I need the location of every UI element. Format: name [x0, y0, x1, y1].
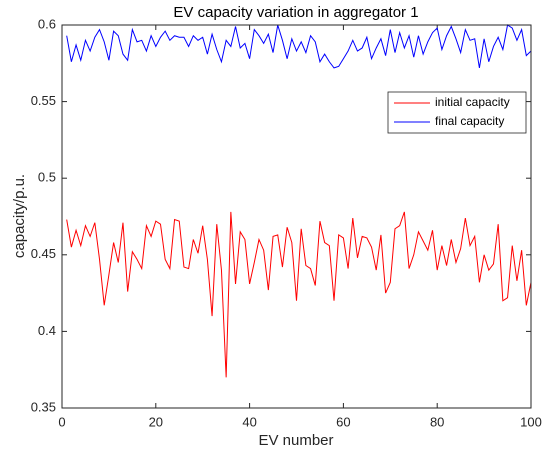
x-tick-label: 0: [58, 414, 65, 429]
y-tick-label: 0.6: [38, 16, 56, 31]
y-tick-label: 0.55: [31, 93, 56, 108]
axes-box: [61, 24, 532, 409]
legend-label: final capacity: [435, 114, 504, 128]
x-tick-label: 20: [149, 414, 163, 429]
y-tick-label: 0.35: [31, 399, 56, 414]
x-tick-label: 100: [520, 414, 542, 429]
x-axis-label: EV number: [258, 432, 333, 449]
x-tick-label: 80: [430, 414, 444, 429]
y-tick-label: 0.4: [38, 323, 56, 338]
x-tick-label: 40: [242, 414, 256, 429]
y-tick-label: 0.45: [31, 246, 56, 261]
legend-label: initial capacity: [435, 95, 510, 109]
x-tick-label: 60: [336, 414, 350, 429]
legend-box: [387, 91, 527, 134]
data-line: [66, 211, 532, 378]
data-line: [66, 24, 532, 69]
y-tick-label: 0.5: [38, 170, 56, 185]
chart-title: EV capacity variation in aggregator 1: [173, 4, 418, 21]
y-axis-label: capacity/p.u.: [11, 174, 28, 258]
